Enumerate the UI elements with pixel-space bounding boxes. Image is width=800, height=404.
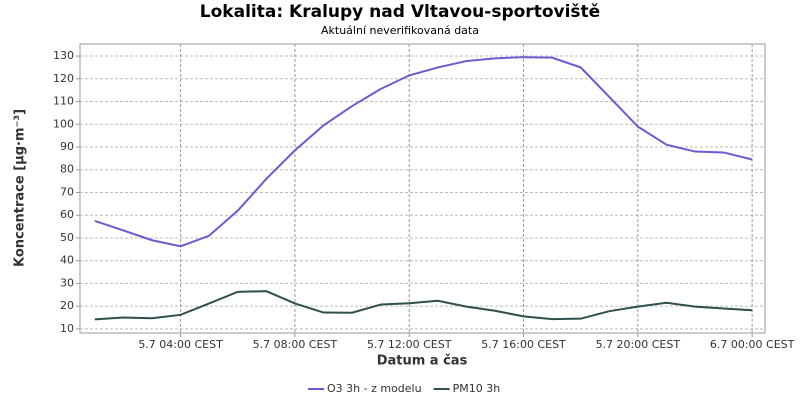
y-tick-label: 30 [60,276,74,289]
x-tick-label: 5.7 04:00 CEST [138,338,223,351]
x-tick-label: 5.7 16:00 CEST [481,338,566,351]
y-tick-label: 10 [60,322,74,335]
legend-label: O3 3h - z modelu [327,382,422,395]
x-tick-label: 6.7 00:00 CEST [710,338,795,351]
x-tick-label: 5.7 12:00 CEST [367,338,452,351]
y-axis-label: Koncentrace [µg·m⁻³] [13,109,28,267]
y-tick-label: 40 [60,254,74,267]
plot-area [79,43,766,334]
chart-title: Lokalita: Kralupy nad Vltavou-sportovišt… [200,2,600,22]
y-tick-label: 70 [60,185,74,198]
y-tick-label: 90 [60,140,74,153]
legend-label: PM10 3h [453,382,501,395]
x-tick-label: 5.7 20:00 CEST [596,338,681,351]
series-line [94,290,753,321]
chart-subtitle: Aktuální neverifikovaná data [321,24,479,37]
y-tick-label: 130 [53,49,74,62]
y-tick-label: 60 [60,208,74,221]
y-tick-label: 50 [60,231,74,244]
y-tick-label: 20 [60,299,74,312]
y-tick-label: 80 [60,163,74,176]
y-tick-label: 120 [53,72,74,85]
y-tick-label: 100 [53,117,74,130]
series-line [94,56,753,248]
x-axis-label: Datum a čas [377,354,468,369]
x-tick-label: 5.7 08:00 CEST [253,338,338,351]
y-tick-label: 110 [53,95,74,108]
